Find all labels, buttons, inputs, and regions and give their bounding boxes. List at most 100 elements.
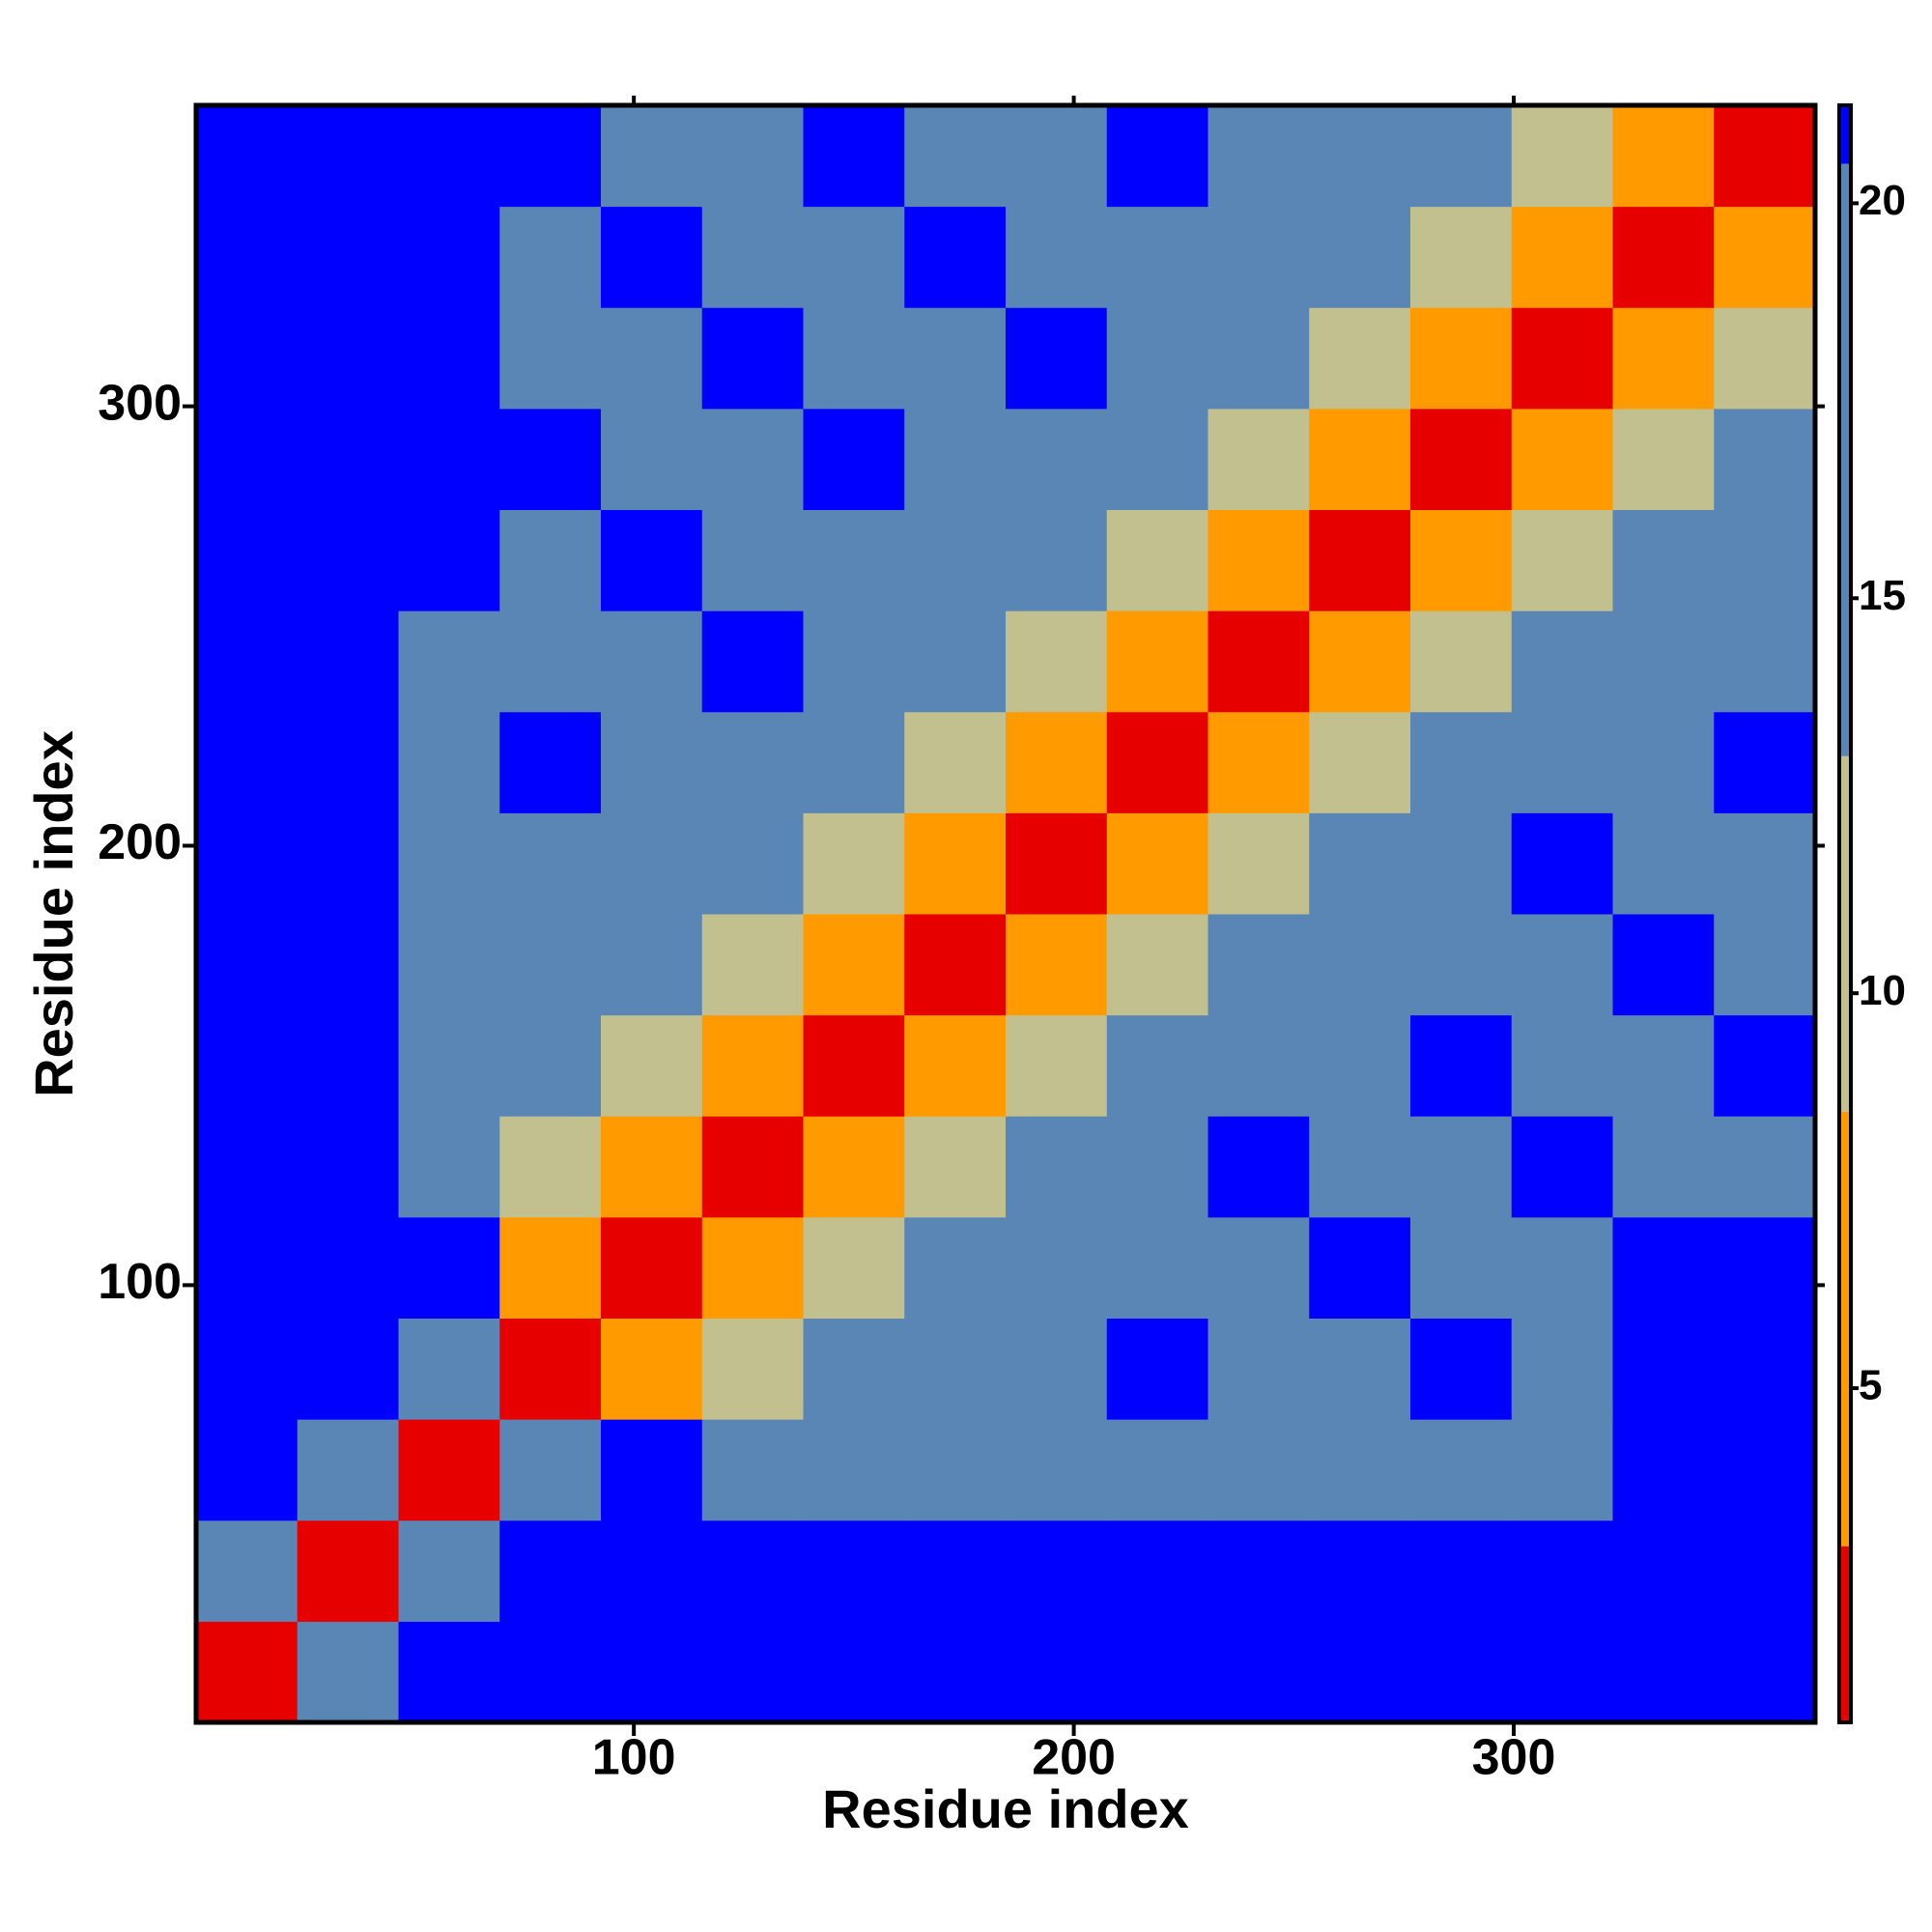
- heatmap-cell: [701, 105, 804, 208]
- heatmap-cell: [701, 914, 804, 1016]
- heatmap-cell: [1612, 711, 1715, 813]
- heatmap-cell: [1511, 509, 1613, 611]
- colorbar-tick-label: 15: [1859, 572, 1906, 619]
- heatmap-cells: [196, 105, 1816, 1723]
- heatmap-cell: [701, 509, 804, 611]
- heatmap-cell: [601, 1419, 703, 1521]
- heatmap-cell: [1006, 1318, 1108, 1420]
- heatmap-cell: [398, 408, 500, 510]
- heatmap-cell: [701, 1216, 804, 1319]
- heatmap-cell: [1309, 914, 1411, 1016]
- heatmap-cell: [1410, 812, 1513, 915]
- heatmap-cell: [701, 1419, 804, 1521]
- x-tick-label: 200: [1032, 1730, 1116, 1786]
- heatmap-cell: [1006, 206, 1108, 308]
- heatmap-cell: [1714, 408, 1816, 510]
- heatmap-cell: [701, 307, 804, 410]
- heatmap-cell: [1714, 711, 1816, 813]
- colorbar-segment: [1839, 1111, 1851, 1547]
- heatmap-cell: [1208, 1116, 1310, 1218]
- heatmap-cell: [499, 408, 602, 510]
- heatmap-cell: [499, 509, 602, 611]
- heatmap-cell: [297, 914, 399, 1016]
- heatmap-cell: [904, 914, 1007, 1016]
- heatmap-cell: [1208, 611, 1310, 713]
- heatmap-cell: [1714, 1014, 1816, 1117]
- heatmap-cell: [1714, 307, 1816, 410]
- heatmap-cell: [1309, 206, 1411, 308]
- heatmap-cell: [1208, 1419, 1310, 1521]
- heatmap-cell: [398, 1116, 500, 1218]
- heatmap-cell: [803, 1520, 905, 1622]
- heatmap-cell: [1208, 509, 1310, 611]
- heatmap-cell: [196, 914, 298, 1016]
- heatmap-cell: [1612, 307, 1715, 410]
- heatmap-cell: [904, 1419, 1007, 1521]
- plot-frame: [193, 102, 1818, 1725]
- heatmap-cell: [1006, 1216, 1108, 1319]
- heatmap-cell: [1309, 1419, 1411, 1521]
- heatmap-cell: [1511, 812, 1613, 915]
- heatmap-cell: [1612, 1318, 1715, 1420]
- heatmap-cell: [1714, 206, 1816, 308]
- heatmap-cell: [1309, 812, 1411, 915]
- heatmap-cell: [803, 105, 905, 208]
- colorbar-tick-label: 5: [1859, 1362, 1882, 1409]
- heatmap-cell: [904, 509, 1007, 611]
- heatmap-cell: [297, 812, 399, 915]
- heatmap-cell: [1006, 914, 1108, 1016]
- heatmap-cell: [701, 206, 804, 308]
- heatmap-cell: [904, 611, 1007, 713]
- heatmap-cell: [398, 206, 500, 308]
- heatmap-cell: [1208, 812, 1310, 915]
- heatmap-cell: [297, 611, 399, 713]
- heatmap-cell: [601, 1520, 703, 1622]
- heatmap-cell: [601, 105, 703, 208]
- heatmap-cell: [904, 307, 1007, 410]
- heatmap-cell: [1208, 711, 1310, 813]
- heatmap-cell: [1612, 206, 1715, 308]
- colorbar-segment: [1839, 163, 1851, 756]
- colorbar-segment: [1839, 755, 1851, 1112]
- heatmap-cell: [1106, 711, 1208, 813]
- y-axis-title: Residue index: [23, 730, 84, 1097]
- heatmap-cell: [196, 1419, 298, 1521]
- heatmap-cell: [398, 611, 500, 713]
- heatmap-cell: [1309, 1318, 1411, 1420]
- heatmap-cell: [1309, 1116, 1411, 1218]
- heatmap-cell: [803, 509, 905, 611]
- heatmap-cell: [196, 408, 298, 510]
- heatmap-cell: [601, 1014, 703, 1117]
- heatmap-cell: [398, 812, 500, 915]
- heatmap-cell: [1006, 408, 1108, 510]
- heatmap-cell: [1714, 1116, 1816, 1218]
- heatmap-cell: [1106, 1419, 1208, 1521]
- heatmap-cell: [1612, 1014, 1715, 1117]
- heatmap-cell: [1612, 1216, 1715, 1319]
- colorbar-tick-label: 20: [1859, 177, 1906, 224]
- heatmap-cell: [1714, 1216, 1816, 1319]
- heatmap-cell: [803, 812, 905, 915]
- heatmap-cell: [1106, 408, 1208, 510]
- heatmap-cell: [1511, 711, 1613, 813]
- heatmap-cell: [1006, 1014, 1108, 1117]
- colorbar-frame: [1837, 103, 1853, 1724]
- heatmap-cell: [297, 509, 399, 611]
- heatmap-cell: [1208, 1520, 1310, 1622]
- heatmap-cell: [904, 812, 1007, 915]
- heatmap-cell: [1511, 408, 1613, 510]
- heatmap-cell: [196, 1216, 298, 1319]
- heatmap-cell: [398, 1419, 500, 1521]
- heatmap-cell: [297, 1419, 399, 1521]
- heatmap-cell: [1006, 611, 1108, 713]
- heatmap-cell: [1612, 408, 1715, 510]
- heatmap-cell: [499, 611, 602, 713]
- heatmap-cell: [1612, 914, 1715, 1016]
- heatmap-cell: [1714, 812, 1816, 915]
- heatmap-cell: [499, 307, 602, 410]
- heatmap-cell: [701, 1116, 804, 1218]
- heatmap-cell: [196, 812, 298, 915]
- heatmap-cell: [803, 408, 905, 510]
- heatmap-cell: [601, 206, 703, 308]
- heatmap-cell: [1410, 914, 1513, 1016]
